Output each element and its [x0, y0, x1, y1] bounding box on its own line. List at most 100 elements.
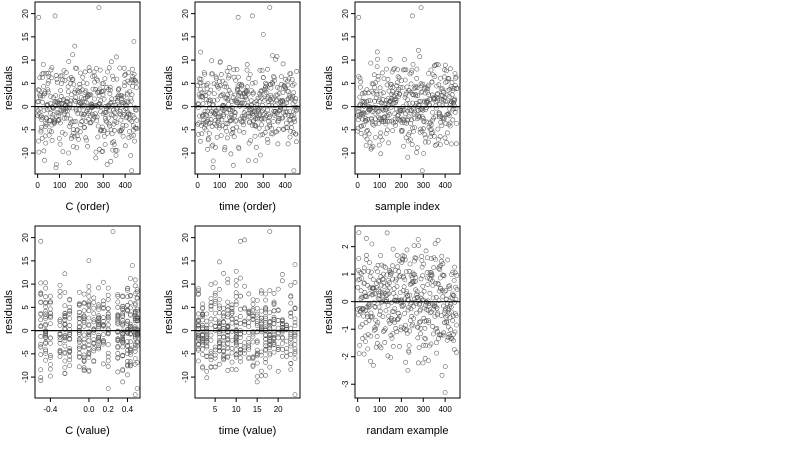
data-point — [67, 296, 73, 302]
data-point — [233, 367, 239, 373]
data-point — [430, 130, 436, 136]
data-point — [427, 290, 433, 296]
data-point — [243, 108, 249, 113]
y-tick-label: 5 — [21, 81, 30, 86]
data-point — [231, 134, 237, 140]
data-point — [96, 346, 101, 352]
data-point — [291, 168, 297, 174]
data-point — [57, 354, 63, 359]
data-point — [210, 165, 216, 170]
data-point — [85, 143, 90, 149]
data-point — [101, 341, 106, 347]
data-point — [407, 261, 413, 267]
data-point — [57, 288, 63, 294]
data-point — [358, 79, 364, 85]
data-point — [57, 317, 63, 323]
data-point — [101, 339, 106, 344]
data-point — [414, 145, 420, 151]
data-point — [399, 304, 405, 310]
data-point — [432, 74, 438, 79]
data-point — [267, 364, 273, 370]
data-point — [120, 320, 126, 326]
data-point — [217, 323, 222, 329]
data-point — [422, 335, 428, 341]
data-point — [275, 335, 281, 341]
data-point — [398, 324, 404, 330]
data-point — [282, 105, 288, 110]
data-point — [371, 327, 377, 333]
data-point — [81, 332, 87, 338]
data-point — [132, 105, 138, 111]
data-point — [206, 98, 212, 104]
data-point — [405, 368, 411, 373]
data-point — [292, 337, 298, 343]
data-point — [128, 313, 133, 318]
data-point — [106, 121, 112, 127]
data-point — [356, 14, 362, 20]
data-point — [80, 74, 86, 80]
data-point — [375, 262, 381, 268]
data-point — [69, 92, 74, 97]
data-point — [246, 140, 252, 146]
data-point — [426, 92, 432, 98]
data-point — [448, 141, 454, 147]
data-point — [283, 120, 289, 126]
data-point — [40, 99, 45, 105]
data-point — [406, 343, 412, 348]
data-point — [57, 282, 63, 288]
data-point — [209, 71, 215, 77]
data-point — [100, 111, 106, 117]
data-point — [71, 119, 77, 125]
data-point — [120, 133, 126, 139]
data-point — [125, 351, 130, 357]
data-point — [277, 107, 283, 112]
data-point — [268, 85, 274, 91]
data-point — [413, 93, 419, 99]
data-point — [251, 112, 257, 118]
data-point — [263, 320, 268, 325]
y-tick-label: -10 — [21, 147, 30, 159]
data-point — [91, 327, 97, 333]
data-point — [76, 364, 82, 370]
data-point — [259, 308, 264, 314]
data-point — [425, 89, 431, 95]
data-point — [38, 127, 44, 133]
data-point — [115, 369, 121, 375]
data-point — [390, 331, 396, 336]
data-point — [395, 112, 401, 118]
data-point — [440, 97, 446, 103]
data-point — [129, 263, 135, 268]
data-point — [426, 318, 431, 324]
y-tick-label: 0 — [21, 104, 30, 109]
data-point — [373, 95, 379, 101]
data-point — [78, 70, 83, 76]
data-point — [294, 105, 300, 110]
data-point — [62, 358, 68, 364]
data-point — [120, 310, 126, 316]
data-point — [196, 330, 201, 336]
data-point — [216, 105, 221, 111]
data-point — [40, 62, 46, 67]
plot-frame — [194, 1, 301, 175]
data-point — [120, 306, 126, 311]
data-point — [377, 134, 383, 140]
x-tick-label: 0.4 — [122, 405, 134, 414]
data-point — [131, 71, 137, 77]
data-point — [115, 313, 121, 319]
data-point — [76, 325, 82, 331]
data-point — [110, 229, 116, 234]
data-point — [93, 155, 99, 161]
y-tick-label: -10 — [181, 147, 190, 159]
y-axis-title: residuals — [323, 65, 335, 110]
data-point — [207, 131, 212, 137]
data-point — [208, 307, 214, 312]
data-point — [46, 73, 52, 79]
data-point — [430, 110, 435, 115]
x-tick-label: 200 — [235, 181, 249, 190]
data-point — [284, 97, 290, 103]
data-point — [114, 120, 119, 126]
x-tick-label: 300 — [257, 181, 271, 190]
data-point — [60, 149, 66, 155]
data-point — [416, 319, 422, 325]
data-point — [115, 344, 121, 349]
